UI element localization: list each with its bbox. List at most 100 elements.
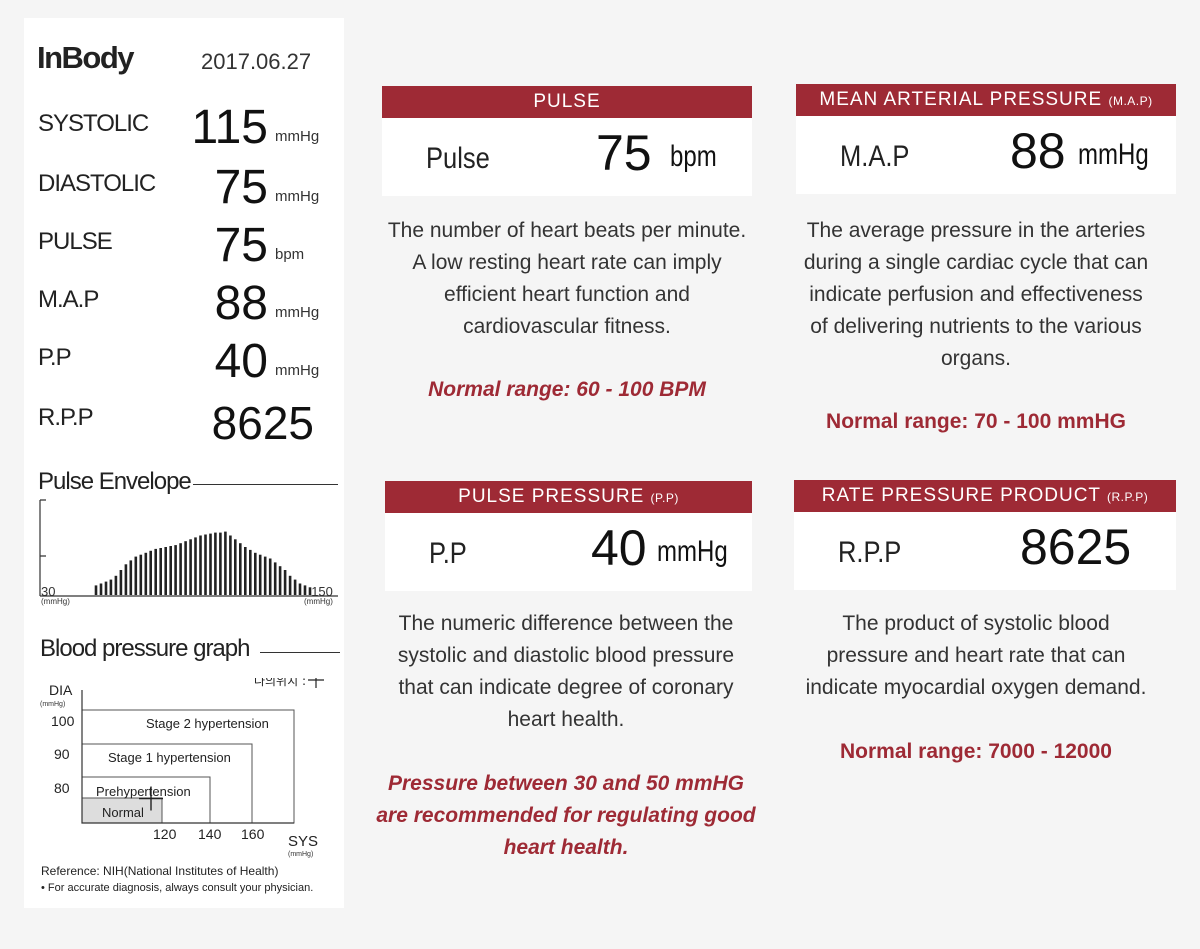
y-axis-unit: (mmHg)	[40, 701, 65, 708]
brand-logo: InBody	[37, 40, 135, 75]
systolic-value: 115	[191, 101, 268, 154]
pulse-card-label: Pulse	[426, 142, 490, 175]
map-normal-range: Normal range: 70 - 100 mmHG	[826, 410, 1126, 433]
rpp-value: 8625	[211, 397, 314, 449]
y-tick-100: 100	[51, 713, 75, 729]
envelope-bar	[214, 532, 217, 595]
pulse-row: PULSE 75 bpm	[38, 219, 338, 280]
pp-label: P.P	[38, 344, 72, 371]
pp-normal-line: heart health.	[503, 836, 629, 859]
map-card-body: M.A.P 88 mmHg	[796, 116, 1176, 194]
pulse-card-unit: bpm	[670, 140, 717, 173]
my-position-marker-icon	[139, 786, 163, 811]
map-desc-line: of delivering nutrients to the various	[810, 315, 1142, 338]
pp-normal-line: Pressure between 30 and 50 mmHG	[388, 772, 744, 795]
zone-stage1-label: Stage 1 hypertension	[108, 750, 231, 765]
rpp-card-body: R.P.P 8625	[794, 512, 1176, 590]
envelope-bar	[258, 554, 262, 595]
envelope-bar	[179, 543, 182, 595]
envelope-bar	[159, 548, 162, 595]
envelope-bar	[104, 581, 108, 595]
pulse-envelope-chart	[39, 499, 338, 597]
envelope-bar	[129, 560, 133, 595]
diastolic-label: DIASTOLIC	[38, 170, 156, 197]
diastolic-unit: mmHg	[275, 188, 320, 205]
envelope-bar	[154, 548, 157, 595]
envelope-bar	[169, 546, 172, 595]
systolic-row: SYSTOLIC 115 mmHg	[38, 101, 338, 162]
envelope-bar	[114, 575, 118, 595]
envelope-max-unit: (mmHg)	[304, 597, 333, 606]
envelope-max-tick: 150 (mmHg)	[304, 584, 333, 606]
bp-graph-title: Blood pressure graph	[40, 635, 252, 663]
map-card-label: M.A.P	[840, 140, 910, 173]
map-desc-line: during a single cardiac cycle that can	[803, 251, 1149, 274]
x-tick-120: 120	[153, 826, 177, 842]
map-card-unit: mmHg	[1078, 138, 1149, 171]
pulse-label: PULSE	[38, 228, 113, 255]
envelope-bar	[224, 531, 227, 595]
envelope-max-value: 150	[311, 584, 333, 599]
map-card-value: 88	[1010, 123, 1066, 179]
envelope-bar	[263, 556, 267, 595]
envelope-bar	[303, 585, 307, 595]
zone-stage2-label: Stage 2 hypertension	[146, 716, 269, 731]
pp-card-title: PULSE PRESSURE	[458, 486, 645, 507]
pp-card-body: P.P 40 mmHg	[385, 513, 752, 591]
pp-normal-line: are recommended for regulating good	[376, 804, 756, 827]
map-desc-line: indicate perfusion and effectiveness	[809, 283, 1143, 306]
marker-legend-cross-icon	[308, 678, 324, 688]
envelope-bar	[293, 579, 297, 595]
inbody-receipt: InBody 2017.06.27 SYSTOLIC 115 mmHg DIAS…	[24, 18, 344, 908]
envelope-bar	[124, 564, 128, 595]
diastolic-row: DIASTOLIC 75 mmHg	[38, 161, 338, 222]
envelope-bar	[268, 558, 272, 595]
rpp-normal-range: Normal range: 7000 - 12000	[840, 740, 1112, 763]
map-card-title-abbr: (M.A.P)	[1108, 94, 1153, 108]
envelope-bar	[244, 547, 247, 595]
envelope-bar	[149, 550, 152, 595]
envelope-bar	[94, 585, 98, 595]
pulse-normal-range: Normal range: 60 - 100 BPM	[428, 378, 706, 401]
pp-row: P.P 40 mmHg	[38, 335, 338, 396]
rpp-row: R.P.P 8625	[38, 397, 338, 456]
pp-unit: mmHg	[275, 362, 320, 379]
zone-prehypertension-label: Prehypertension	[96, 784, 191, 799]
x-axis-unit: (mmHg)	[288, 851, 313, 858]
y-tick-90: 90	[54, 746, 70, 762]
y-axis-label: DIA	[49, 682, 73, 698]
pulse-desc-line: The number of heart beats per minute.	[387, 219, 747, 242]
pulse-card-value: 75	[596, 125, 652, 181]
pulse-card-title: PULSE	[533, 91, 601, 112]
map-description: The average pressure in the arteries dur…	[776, 215, 1176, 375]
pp-card-label: P.P	[429, 537, 467, 570]
pp-card-value: 40	[591, 520, 647, 576]
rpp-desc-line: indicate myocardial oxygen demand.	[805, 676, 1147, 699]
zone-normal	[81, 797, 163, 824]
envelope-bar	[219, 532, 222, 595]
pp-value: 40	[214, 335, 268, 388]
envelope-bar	[144, 552, 148, 595]
diastolic-value: 75	[214, 161, 268, 214]
envelope-min-unit: (mmHg)	[41, 597, 70, 606]
pp-normal-range: Pressure between 30 and 50 mmHG are reco…	[361, 768, 771, 864]
envelope-bar	[204, 534, 207, 595]
rpp-desc-line: The product of systolic blood	[842, 612, 1110, 635]
systolic-label: SYSTOLIC	[38, 110, 149, 137]
map-desc-line: organs.	[940, 347, 1012, 370]
envelope-bar	[109, 579, 113, 595]
pp-desc-line: heart health.	[507, 708, 625, 731]
envelope-bar	[308, 587, 312, 595]
measurement-date: 2017.06.27	[201, 49, 312, 74]
envelope-bar	[239, 543, 242, 595]
envelope-bar	[283, 570, 287, 595]
marker-legend-text: 나의위치 :	[254, 678, 306, 688]
envelope-bar	[254, 552, 257, 595]
rpp-desc-line: pressure and heart rate that can	[826, 644, 1126, 667]
blood-pressure-graph: 나의위치 : DIA (mmHg) SYS (mmHg) 100 90 80 1…	[40, 678, 324, 858]
pulse-desc-line: A low resting heart rate can imply	[412, 251, 722, 274]
envelope-bar	[174, 545, 177, 595]
envelope-bar	[298, 583, 302, 595]
pp-card-header: PULSE PRESSURE (P.P)	[385, 481, 752, 513]
map-value: 88	[214, 277, 268, 330]
